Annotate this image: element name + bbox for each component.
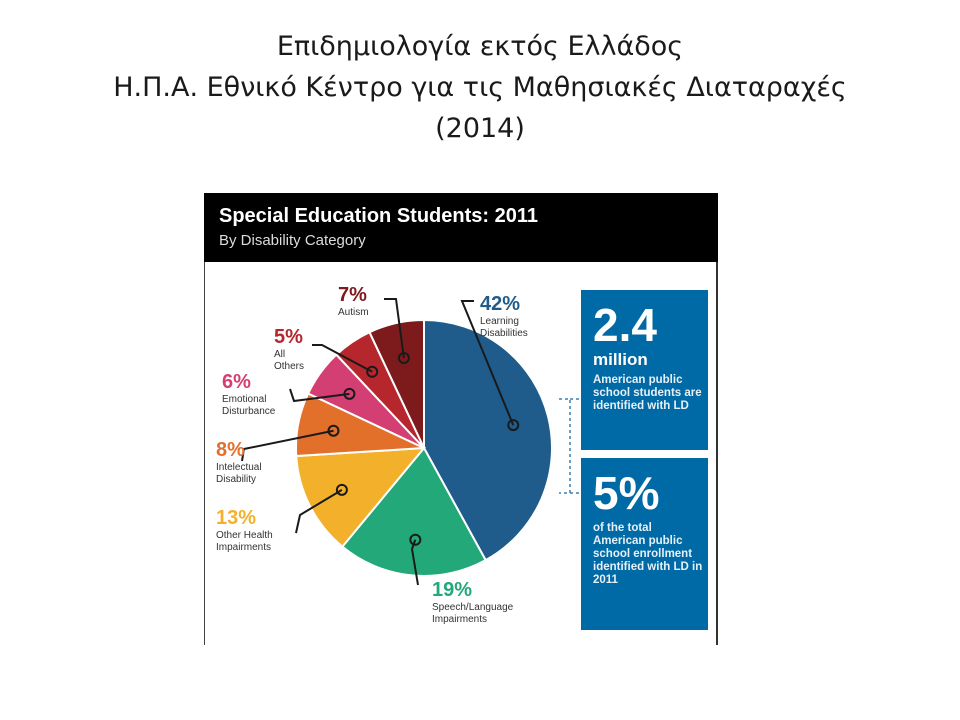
infographic-header: Special Education Students: 2011 By Disa… — [204, 193, 718, 262]
leader-line — [312, 344, 373, 373]
slide-title-line-2: Η.Π.Α. Εθνικό Κέντρο για τις Μαθησιακές … — [113, 72, 847, 103]
stat-unit: million — [593, 350, 648, 369]
chart-title: Special Education Students: 2011 — [219, 205, 538, 227]
leader-marker — [409, 533, 422, 546]
slice-category-label: Learning — [480, 316, 519, 327]
stat-bracket — [559, 398, 581, 494]
leader-marker — [327, 424, 340, 437]
stat-box-enrollment: 5% of the total American public school e… — [581, 458, 708, 630]
slice-category-label: Impairments — [216, 542, 271, 553]
leader-marker — [397, 352, 410, 365]
leader-line — [460, 300, 515, 426]
pie-slice — [341, 446, 488, 577]
slice-category-label: Others — [274, 361, 304, 372]
right-border — [716, 262, 718, 645]
leader-marker — [343, 387, 356, 400]
chart-subtitle: By Disability Category — [219, 232, 366, 249]
slice-percent-label: 42% — [480, 293, 520, 315]
leader-marker — [507, 419, 520, 432]
slice-category-label: Disturbance — [222, 406, 276, 417]
slice-percent-label: 6% — [222, 371, 251, 393]
slice-percent-label: 8% — [216, 439, 245, 461]
leader-line — [410, 539, 419, 586]
leader-line — [295, 488, 343, 534]
stat-big-percent: 5% — [593, 467, 660, 519]
leader-marker — [366, 365, 379, 378]
slice-percent-label: 19% — [432, 579, 472, 601]
slice-percent-label: 13% — [216, 507, 256, 529]
leader-line — [289, 388, 350, 403]
left-border — [204, 262, 205, 645]
stat-description: of the total American public school enro… — [593, 522, 703, 586]
stat-big-number: 2.4 — [593, 299, 657, 351]
leader-line — [384, 298, 405, 359]
leader-line — [241, 429, 334, 462]
slide-title-line-1: Επιδημιολογία εκτός Ελλάδος — [276, 31, 684, 62]
stat-description: American public school students are iden… — [593, 374, 702, 412]
slide-title: Επιδημιολογία εκτός Ελλάδος Η.Π.Α. Εθνικ… — [0, 26, 960, 149]
slice-category-label: Disability — [216, 474, 256, 485]
slice-category-label: Speech/Language — [432, 602, 514, 613]
slice-category-label: Intelectual — [216, 462, 262, 473]
slide-title-line-3: (2014) — [435, 113, 525, 144]
pie-slice — [423, 318, 553, 562]
infographic-image: Special Education Students: 2011 By Disa… — [204, 193, 718, 645]
pie-slice — [295, 446, 427, 549]
slice-percent-label: 7% — [338, 284, 367, 306]
leader-marker — [335, 483, 348, 496]
slice-category-label: Autism — [338, 307, 369, 318]
slice-category-label: Other Health — [216, 530, 273, 541]
slice-category-label: Impairments — [432, 614, 487, 625]
slice-category-label: All — [274, 349, 285, 360]
pie-slice — [368, 318, 425, 449]
slice-category-label: Emotional — [222, 394, 266, 405]
slice-percent-label: 5% — [274, 326, 303, 348]
stat-box-students: 2.4 million American public school stude… — [581, 290, 708, 450]
slice-category-label: Disabilities — [480, 328, 528, 339]
